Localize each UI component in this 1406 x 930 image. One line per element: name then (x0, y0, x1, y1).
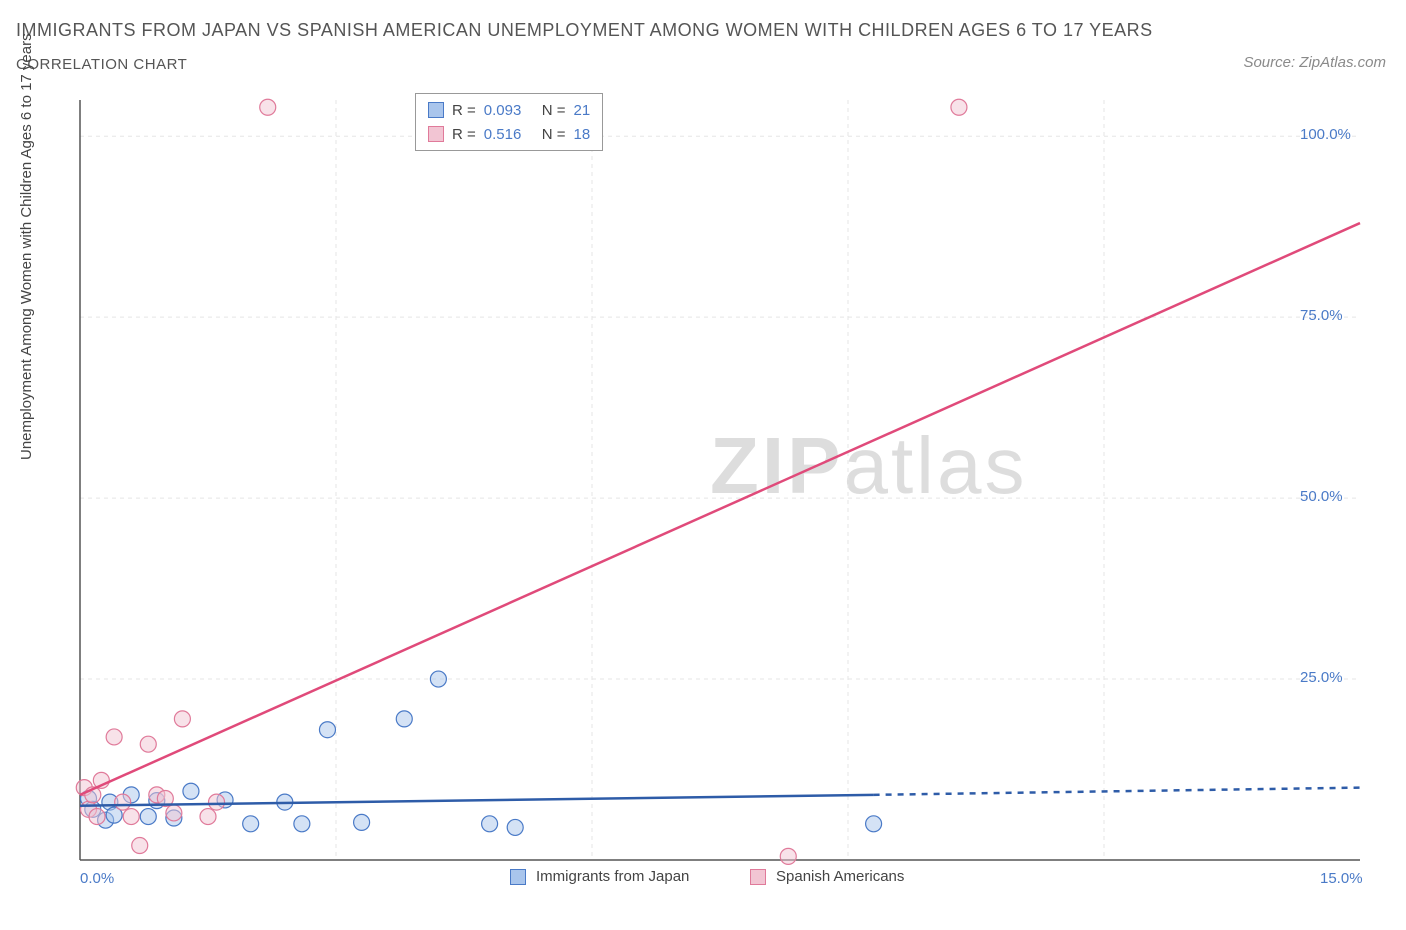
legend-n-label: N = (542, 102, 566, 119)
legend-series-label: Immigrants from Japan (536, 868, 689, 885)
chart-area: ZIPatlas R =0.093N =21R =0.516N =18 Immi… (70, 90, 1380, 880)
legend-stat-row: R = 0.093 N = 21 (428, 98, 590, 122)
x-tick-label: 0.0% (80, 870, 114, 887)
y-tick-label: 75.0% (1300, 307, 1343, 324)
legend-n-label: N = (542, 126, 566, 143)
legend-swatch (510, 869, 526, 885)
legend-r-value: 0.516 (484, 126, 534, 143)
legend-swatch (428, 126, 444, 142)
y-tick-label: 100.0% (1300, 126, 1351, 143)
bottom-legend-item: Immigrants from Japan (510, 868, 689, 885)
chart-subtitle: CORRELATION CHART (16, 56, 187, 73)
legend-n-value: 21 (574, 102, 591, 119)
legend-swatch (428, 102, 444, 118)
legend-series-label: Spanish Americans (776, 868, 904, 885)
legend-stat-row: R = 0.516 N = 18 (428, 122, 590, 146)
legend-swatch (750, 869, 766, 885)
legend-r-value: 0.093 (484, 102, 534, 119)
x-tick-label: 15.0% (1320, 870, 1363, 887)
y-tick-label: 50.0% (1300, 488, 1343, 505)
source-credit: Source: ZipAtlas.com (1243, 54, 1386, 71)
legend-n-value: 18 (574, 126, 591, 143)
y-tick-label: 25.0% (1300, 669, 1343, 686)
y-axis-label: Unemployment Among Women with Children A… (18, 33, 35, 460)
legend-r-label: R = (452, 126, 476, 143)
scatter-plot (70, 90, 1380, 880)
chart-container: IMMIGRANTS FROM JAPAN VS SPANISH AMERICA… (0, 0, 1406, 930)
legend-stats-box: R = 0.093 N = 21 R = 0.516 N = 18 (415, 93, 603, 151)
bottom-legend-item: Spanish Americans (750, 868, 904, 885)
legend-r-label: R = (452, 102, 476, 119)
chart-title: IMMIGRANTS FROM JAPAN VS SPANISH AMERICA… (16, 20, 1153, 41)
